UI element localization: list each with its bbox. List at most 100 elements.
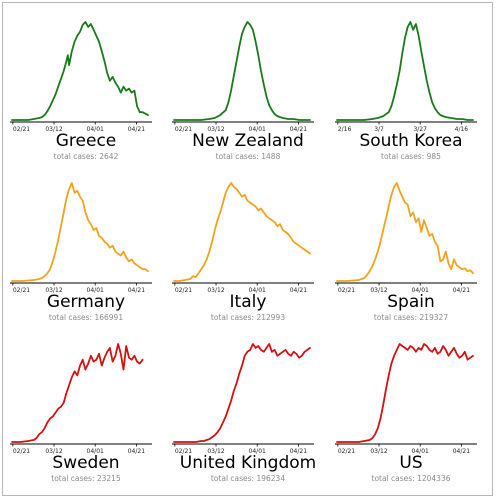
data-point: [304, 351, 306, 353]
data-point: [225, 109, 227, 111]
chart-title: South Korea: [359, 131, 463, 151]
chart-subtitle: total cases: 212993: [210, 313, 286, 322]
data-point: [222, 421, 224, 423]
data-point: [208, 118, 210, 120]
chart-subtitle: total cases: 1488: [215, 152, 281, 161]
data-point: [418, 35, 420, 37]
data-point: [63, 211, 65, 213]
data-point: [304, 119, 306, 121]
data-point: [358, 441, 360, 443]
data-point: [246, 351, 248, 353]
data-point: [38, 117, 40, 119]
data-point: [173, 280, 175, 282]
data-point: [52, 99, 54, 101]
data-point: [87, 363, 89, 365]
data-point: [93, 229, 95, 231]
chart-panel-germany: 02/21 03/12 04/01 04/21 Germany total cases: …: [10, 173, 162, 322]
data-point: [200, 119, 202, 121]
data-point: [448, 355, 449, 357]
data-point: [136, 264, 138, 266]
data-point: [95, 35, 97, 37]
chart-svg-germany: 02/21 03/12 04/01 04/21: [10, 182, 152, 294]
data-point: [295, 243, 297, 245]
data-point: [458, 357, 460, 359]
data-point: [211, 436, 213, 438]
data-point: [249, 202, 251, 204]
data-point: [68, 188, 70, 190]
data-point: [401, 345, 403, 347]
data-point: [44, 427, 46, 429]
chart-subtitle: total cases: 985: [381, 152, 441, 161]
x-tick-label: 04/01: [412, 448, 429, 455]
data-point: [347, 280, 349, 282]
data-point: [369, 439, 371, 441]
data-point: [396, 349, 398, 351]
data-point: [233, 390, 235, 392]
data-point: [238, 192, 240, 194]
data-point: [418, 217, 420, 219]
data-point: [445, 349, 447, 351]
data-point: [125, 90, 127, 92]
data-point: [401, 52, 403, 54]
data-point: [371, 265, 373, 267]
chart-svg-sweden: 02/21 03/12 04/01 04/21: [10, 343, 152, 455]
data-point: [84, 369, 86, 370]
x-tick-label: 03/12: [370, 448, 387, 455]
data-point: [44, 275, 46, 277]
data-point: [456, 353, 458, 355]
data-point: [423, 343, 425, 345]
data-point: [131, 92, 133, 94]
data-point: [244, 355, 246, 357]
x-tick-label: 02/21: [175, 126, 192, 133]
data-point: [142, 268, 144, 270]
data-point: [109, 247, 111, 249]
chart-subtitle: total cases: 166991: [48, 313, 124, 322]
data-point: [142, 111, 144, 113]
data-point: [426, 227, 428, 229]
data-point: [293, 241, 295, 243]
x-tick-label: 02/21: [13, 448, 30, 455]
data-point: [423, 65, 425, 67]
chart-title: Greece: [55, 131, 117, 151]
data-point: [219, 427, 221, 429]
data-point: [55, 94, 56, 95]
data-point: [271, 351, 273, 353]
data-point: [244, 194, 246, 196]
data-point: [377, 427, 379, 429]
x-tick-label: 03/12: [45, 448, 62, 455]
x-tick-label: 02/21: [338, 448, 355, 455]
data-point: [263, 351, 265, 353]
data-point: [282, 351, 284, 353]
x-tick-label: 4/16: [455, 126, 469, 133]
data-point: [431, 101, 433, 103]
chart-subtitle: total cases: 23215: [51, 474, 121, 483]
data-point: [192, 275, 194, 277]
data-point: [219, 211, 221, 213]
data-point: [252, 343, 254, 345]
chart-panel-united-kingdom: 02/21 03/12 04/01 04/21 United Kingdom total …: [172, 334, 324, 483]
data-point: [467, 270, 469, 272]
figure-frame: [2, 2, 493, 496]
data-point: [260, 70, 262, 72]
data-point: [396, 182, 398, 184]
data-point: [49, 268, 51, 270]
data-point: [393, 96, 395, 97]
data-point: [74, 41, 76, 43]
data-point: [98, 41, 100, 43]
data-point: [22, 119, 24, 121]
data-point: [84, 211, 86, 213]
data-point: [71, 376, 73, 378]
data-point: [336, 280, 338, 282]
x-tick-label: 04/21: [128, 126, 145, 133]
data-point: [450, 351, 452, 353]
data-point: [82, 24, 84, 26]
data-point: [203, 264, 205, 266]
data-point: [388, 206, 390, 207]
data-point: [206, 258, 208, 260]
data-point: [117, 253, 119, 255]
data-point: [461, 268, 463, 270]
data-point: [276, 115, 278, 117]
data-point: [350, 119, 352, 121]
data-point: [385, 388, 387, 390]
data-point: [382, 404, 384, 406]
